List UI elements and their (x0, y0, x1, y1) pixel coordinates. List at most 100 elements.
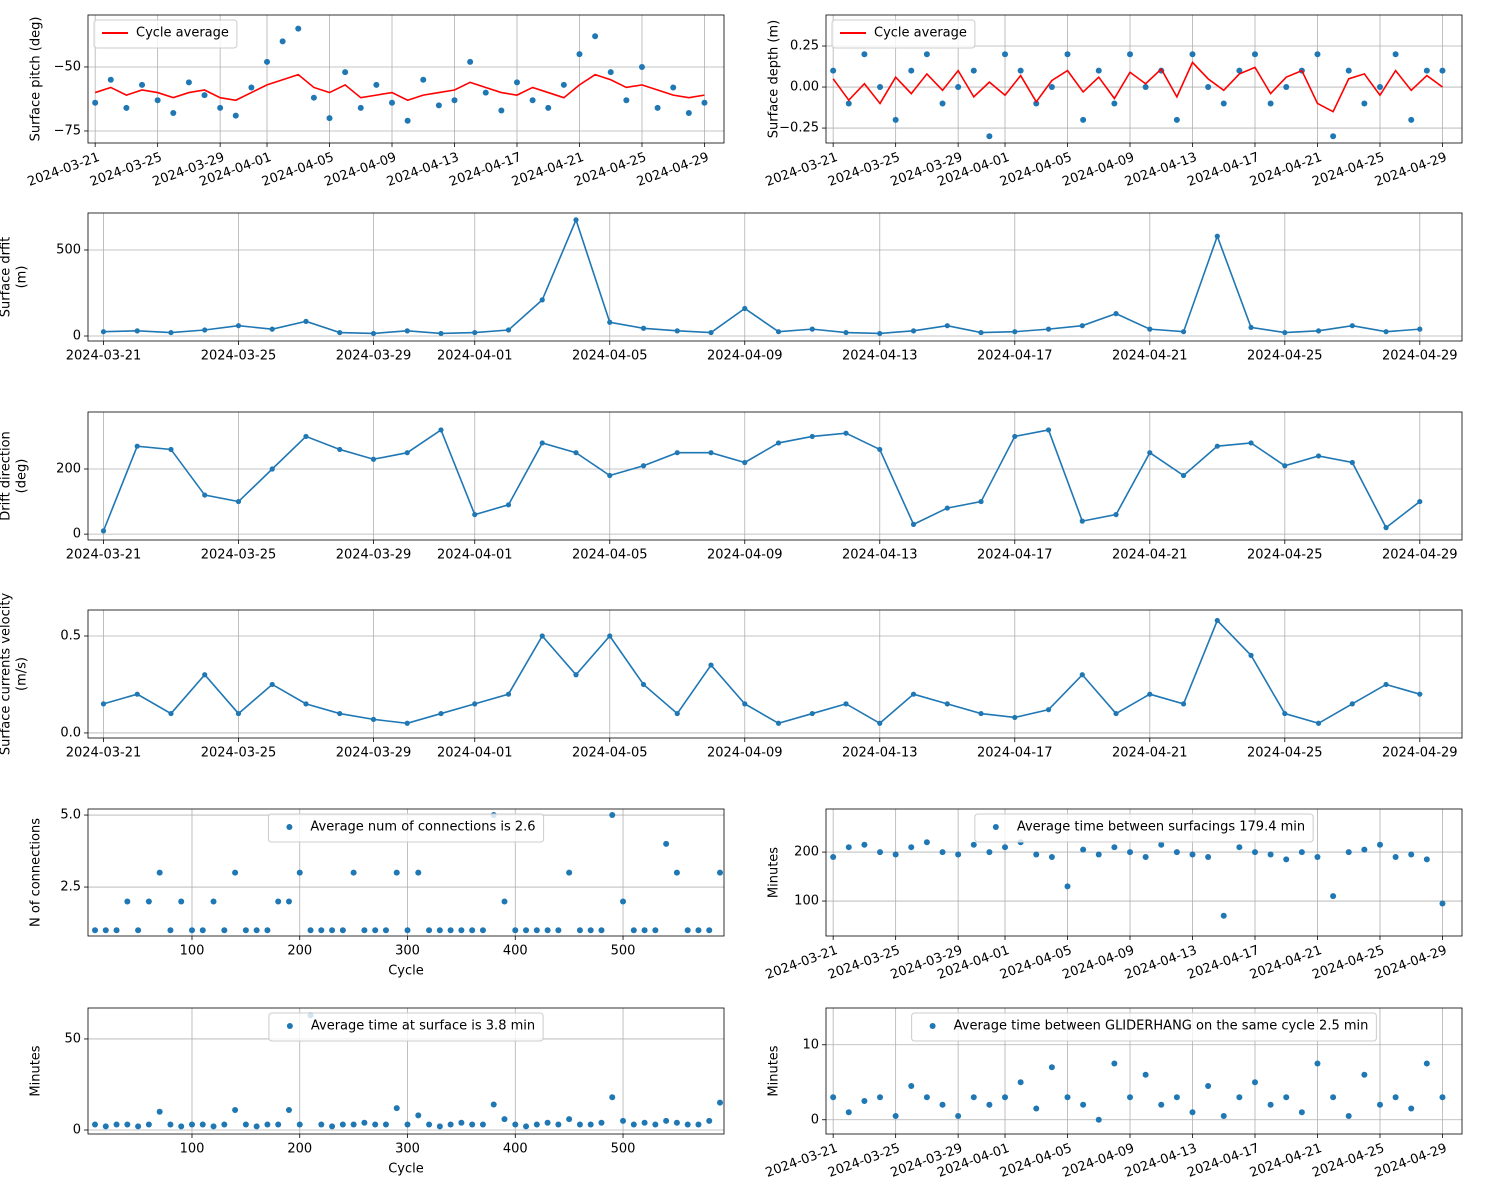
data-point (598, 1119, 605, 1126)
data-point (923, 51, 930, 58)
x-tick-label: 2024-03-25 (201, 349, 277, 364)
data-point (124, 898, 131, 905)
data-point (1282, 710, 1288, 717)
data-point (1095, 1116, 1102, 1123)
data-point (92, 1121, 99, 1128)
data-point (1045, 707, 1052, 713)
data-point (188, 927, 195, 934)
data-point (170, 110, 177, 117)
data-point (1189, 51, 1196, 58)
data-point (185, 79, 192, 86)
data-point (523, 927, 530, 934)
data-point (843, 329, 849, 336)
plot-area (830, 839, 1446, 919)
data-point (1045, 326, 1052, 332)
y-tick-label: 100 (794, 894, 819, 909)
data-point (1205, 84, 1212, 91)
panel: 0.250.00−0.252024-03-212024-03-252024-03… (764, 14, 1463, 190)
data-point (1113, 710, 1119, 717)
data-point (1251, 1079, 1258, 1086)
panel: 2.5 5.0 100 200 300 400 500 N of connections Cyc… (29, 808, 725, 979)
data-point (426, 1121, 433, 1128)
data-point (1383, 525, 1389, 531)
data-point (845, 100, 852, 107)
data-point (242, 927, 249, 934)
series-line (94, 73, 705, 102)
axes-frame (87, 212, 1463, 342)
data-point (742, 701, 748, 707)
data-point (318, 1121, 325, 1128)
data-point (1417, 691, 1423, 697)
x-tick-label: 2024-04-21 (1112, 746, 1188, 761)
data-point (370, 456, 377, 462)
data-point (329, 1123, 336, 1130)
data-point (264, 1121, 271, 1128)
axes-frame (87, 14, 725, 144)
data-point (337, 329, 343, 336)
data-point (1314, 51, 1321, 58)
data-point (607, 319, 613, 325)
y-tick-label: 50 (64, 1031, 81, 1046)
y-tick-label: 500 (56, 242, 81, 257)
data-point (641, 927, 648, 934)
y-tick-label: 0.0 (60, 725, 81, 740)
data-point (337, 710, 343, 717)
data-point (512, 1121, 519, 1128)
data-point (970, 67, 977, 74)
x-tick-label: 2024-04-25 (1247, 746, 1323, 761)
data-point (673, 869, 680, 876)
data-point (178, 898, 185, 905)
data-point (513, 79, 520, 86)
data-point (555, 1121, 562, 1128)
y-axis-label: Surface pitch (deg) (29, 17, 44, 142)
data-point (845, 1109, 852, 1116)
data-point (1095, 851, 1102, 858)
x-axis-label: Cycle (388, 1162, 424, 1177)
data-point (1439, 67, 1446, 74)
data-point (1142, 853, 1149, 860)
data-point (296, 1121, 303, 1128)
x-tick-label: 2024-03-21 (66, 349, 142, 364)
data-point (145, 1121, 152, 1128)
data-point (576, 927, 583, 934)
data-point (134, 691, 140, 697)
plot-area (92, 812, 724, 934)
data-point (1048, 853, 1055, 860)
data-point (598, 927, 605, 934)
data-point (830, 853, 837, 860)
data-point (1033, 100, 1040, 107)
legend-label: Average time between GLIDERHANG on the s… (954, 1019, 1369, 1034)
data-point (326, 115, 333, 122)
data-point (134, 328, 140, 334)
data-point (539, 440, 545, 446)
data-point (908, 844, 915, 851)
y-axis-label: Drift direction (0, 431, 14, 521)
data-point (944, 505, 950, 511)
data-point (337, 446, 343, 453)
data-point (296, 869, 303, 876)
data-point (843, 430, 849, 436)
x-tick-label: 2024-04-09 (707, 548, 783, 563)
data-point (1408, 116, 1415, 123)
data-point (877, 720, 883, 726)
axes-frame (87, 1007, 725, 1135)
data-point (1298, 849, 1305, 856)
data-point (1189, 851, 1196, 858)
data-point (275, 898, 282, 905)
panel: 0 500 2024-03-21 2024-03-25 2024-03-29 2024-0… (0, 212, 1463, 364)
data-point (329, 927, 336, 934)
data-point (1248, 324, 1254, 331)
data-point (1439, 900, 1446, 907)
data-point (701, 99, 708, 106)
data-point (1080, 846, 1087, 853)
data-point (1345, 849, 1352, 856)
data-point (1158, 841, 1165, 848)
data-point (1033, 1105, 1040, 1112)
legend-label: Average time between surfacings 179.4 mi… (1017, 820, 1305, 835)
data-point (501, 898, 508, 905)
data-point (1002, 51, 1009, 58)
data-point (674, 328, 680, 334)
legend: Average time between surfacings 179.4 mi… (974, 813, 1314, 843)
legend-swatch (929, 1023, 936, 1029)
data-point (910, 328, 917, 334)
